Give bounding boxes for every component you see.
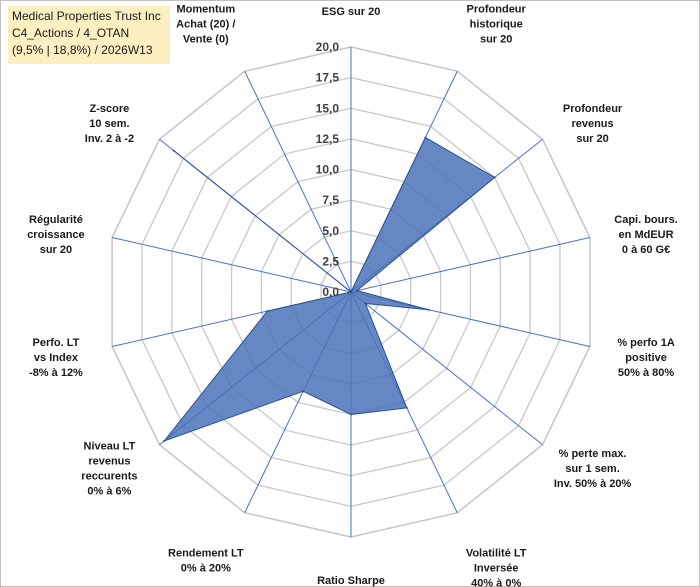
axis-label-line: revenus (571, 118, 613, 130)
axis-label-line: en MdEUR (619, 229, 674, 241)
data-point (493, 176, 496, 179)
axis-label-line: sur 20 (576, 133, 608, 145)
axis-label: Rendement LT 0% à 20% (168, 548, 244, 575)
tick-label: 15,0 (316, 101, 340, 115)
axis-label-line: Achat (20) / (176, 18, 235, 30)
axis-label-line: Rendement LT (168, 548, 244, 560)
axis-label: Régularité croissance sur 20 (27, 214, 84, 256)
data-point (302, 390, 305, 393)
portfolio-label: C4_Actions / 4_OTAN (12, 26, 130, 40)
axis-label: Perfo. LT vs Index -8% à 12% (29, 337, 83, 379)
axis-spoke (350, 291, 543, 446)
data-point (350, 413, 352, 416)
axis-label-line: Vente (0) (183, 33, 229, 45)
axis-label-line: Z-score (90, 103, 130, 115)
axis-label-line: Niveau LT (84, 441, 136, 453)
axis-label-line: Ratio Sharpe (317, 575, 385, 587)
data-point (350, 291, 352, 293)
axis-label-line: Profondeur (467, 3, 527, 15)
axis-label: Note ESG sur 20 (322, 0, 381, 18)
axis-label-line: 0% à 6% (87, 486, 131, 498)
axis-label-line: revenus (88, 456, 130, 468)
axis-label-line: ESG sur 20 (322, 6, 381, 18)
data-point (163, 439, 166, 442)
data-point (266, 310, 269, 313)
axis-label-line: croissance (27, 229, 84, 241)
axis-label-line: Inversée (474, 563, 519, 575)
tick-label: 17,5 (316, 71, 340, 85)
axis-label-line: 0 à 60 G€ (622, 244, 670, 256)
tick-label: 5,0 (322, 224, 339, 238)
axis-label-line: 50% à 80% (618, 367, 674, 379)
axis-label-line: Inv. 2 à -2 (85, 133, 134, 145)
radial-tick-labels: 0,0 2,5 5,0 7,5 10,0 12,5 15,0 17,5 20,0 (316, 40, 340, 299)
axis-label-line: positive (625, 352, 667, 364)
axis-label-line: -8% à 12% (29, 367, 83, 379)
axis-label-line: Momentum (176, 3, 235, 15)
tick-label: 20,0 (316, 40, 340, 54)
axis-label: Volatilité LT Inversée 40% à 0% (466, 548, 527, 587)
axis-label-line: % perte max. (559, 448, 627, 460)
tick-label: 10,0 (316, 163, 340, 177)
radar-series (162, 136, 496, 442)
series-area (162, 136, 496, 442)
info-box: Medical Properties Trust Inc C4_Actions … (8, 6, 170, 64)
axis-label: Z-score 10 sem. Inv. 2 à -2 (85, 103, 134, 145)
axis-spoke (112, 236, 352, 293)
axis-label-line: Volatilité LT (466, 548, 527, 560)
axis-label: % perfo 1A positive 50% à 80% (617, 337, 675, 379)
axis-label: Ratio Sharpe0 à 1 (317, 575, 385, 587)
data-point (355, 289, 358, 292)
period-label: (9,5% | 18,8%) / 2026W13 (12, 43, 153, 57)
company-name: Medical Properties Trust Inc (12, 9, 161, 23)
tick-label: 12,5 (316, 132, 340, 146)
data-point (424, 136, 427, 139)
tick-label: 7,5 (322, 193, 339, 207)
axis-label: Niveau LT revenus reccurents 0% à 6% (81, 441, 137, 498)
axis-label-line: 10 sem. (89, 118, 129, 130)
axis-label-line: sur 20 (480, 33, 512, 45)
data-point (427, 308, 430, 311)
axis-label-line: 40% à 0% (471, 578, 521, 587)
axis-label-line: Capi. bours. (614, 214, 678, 226)
axis-label-line: 0% à 20% (181, 563, 231, 575)
axis-label-line: reccurents (81, 471, 137, 483)
tick-label: 2,5 (322, 254, 339, 268)
axis-label-line: Régularité (29, 214, 83, 226)
axis-label: Momentum Achat (20) / Vente (0) (176, 3, 235, 45)
data-point (364, 302, 367, 305)
axis-spoke (244, 71, 352, 293)
axis-label-line: Note (339, 0, 363, 3)
tick-label: 0,0 (322, 285, 339, 299)
axis-label: Profondeur revenus sur 20 (563, 103, 623, 145)
axis-label: % perte max. sur 1 sem. Inv. 50% à 20% (554, 448, 632, 490)
axis-label-line: sur 20 (40, 244, 72, 256)
axis-label-line: sur 1 sem. (565, 463, 619, 475)
axis-label-line: Inv. 50% à 20% (554, 478, 632, 490)
data-point (405, 406, 408, 409)
axis-label-line: % perfo 1A (617, 337, 675, 349)
axis-labels: Note ESG sur 20 Profondeur historique sur 20… (27, 0, 678, 587)
axis-label: Profondeur historique sur 20 (467, 3, 527, 45)
axis-label-line: Profondeur (563, 103, 623, 115)
axis-label-line: Perfo. LT (33, 337, 80, 349)
axis-label-line: historique (470, 18, 523, 30)
axis-spoke (350, 236, 590, 293)
data-point (172, 149, 175, 152)
axis-label: Capi. bours. en MdEUR 0 à 60 G€ (614, 214, 678, 256)
axis-label-line: vs Index (34, 352, 79, 364)
